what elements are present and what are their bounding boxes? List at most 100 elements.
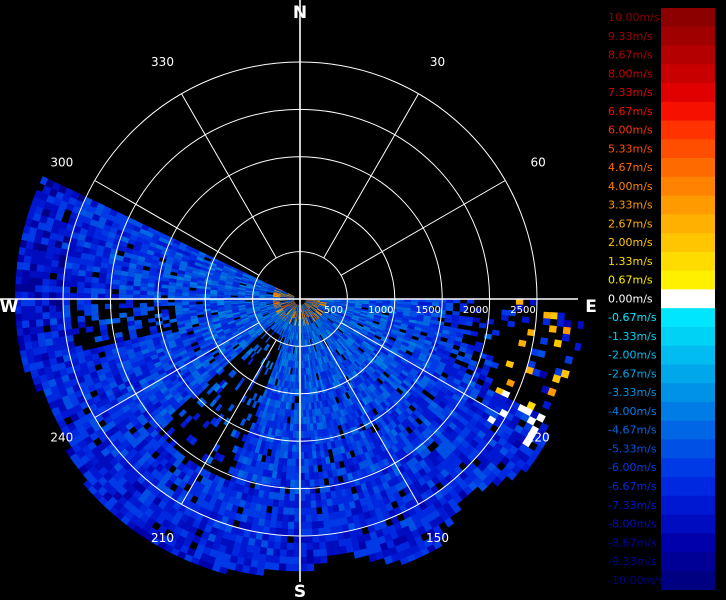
scan-cell (293, 409, 298, 418)
scan-cell (130, 253, 139, 260)
scan-cell (313, 322, 318, 329)
scan-cell (449, 397, 458, 406)
scan-cell (56, 317, 65, 325)
scan-cell (106, 420, 117, 430)
scan-cell (304, 303, 310, 309)
scan-cell (214, 353, 222, 361)
scan-cell (304, 360, 308, 369)
scan-cell (92, 266, 101, 273)
scan-cell (327, 319, 334, 325)
scan-cell (307, 309, 313, 316)
scan-cell (139, 228, 148, 236)
scan-cell (209, 291, 218, 295)
scan-cell (141, 269, 150, 276)
scan-cell (96, 202, 106, 212)
scan-cell (252, 467, 260, 476)
scan-cell (364, 481, 373, 490)
scan-cell (287, 295, 295, 298)
scan-cell (403, 336, 412, 342)
scan-cell (48, 292, 57, 299)
scan-cell (336, 532, 345, 541)
scan-cell (249, 502, 257, 511)
scan-cell (91, 376, 101, 385)
scan-cell (201, 453, 210, 463)
scan-cell (187, 259, 196, 265)
scan-cell (323, 385, 328, 393)
scan-cell (399, 480, 409, 490)
scan-cell (216, 294, 225, 297)
scan-cell (323, 377, 328, 386)
scan-cell (418, 468, 428, 478)
scan-cell (283, 306, 290, 311)
scan-cell (270, 312, 277, 317)
scan-cell (159, 386, 169, 394)
scan-cell (246, 347, 253, 355)
scan-cell (190, 250, 199, 257)
scan-cell (89, 218, 99, 227)
scan-cell (387, 353, 395, 360)
scan-cell (342, 342, 349, 350)
scan-cell (251, 302, 260, 304)
range-label-2000: 2000 (463, 305, 488, 316)
scan-cell (277, 415, 282, 423)
scan-cell (253, 423, 260, 432)
scan-cell (355, 393, 362, 402)
scan-cell (252, 545, 261, 555)
scan-cell (423, 343, 432, 349)
scan-cell (338, 538, 346, 548)
scan-cell (506, 470, 518, 481)
scan-cell (563, 319, 572, 328)
scan-cell (158, 354, 167, 362)
scan-cell (242, 441, 249, 451)
scan-cell (321, 371, 326, 379)
scan-cell (390, 453, 399, 463)
scan-cell (357, 335, 366, 341)
scan-cell (365, 435, 373, 444)
scan-cell (294, 346, 297, 355)
scan-cell (203, 281, 212, 285)
scan-cell (127, 271, 136, 278)
scan-cell (529, 299, 538, 306)
scan-cell (275, 393, 280, 401)
scan-cell (372, 362, 380, 369)
scan-cell (99, 234, 108, 242)
scan-cell (460, 417, 470, 427)
scan-cell (285, 323, 289, 331)
scan-cell (397, 333, 405, 339)
scan-cell (422, 418, 432, 428)
scan-cell (58, 199, 69, 209)
scan-cell (257, 330, 265, 336)
scan-cell (437, 433, 447, 443)
scan-cell (478, 322, 487, 329)
scan-cell (324, 331, 330, 339)
scan-cell (281, 304, 289, 309)
scan-cell (309, 307, 315, 314)
scan-cell (407, 322, 416, 327)
scan-cell (226, 316, 234, 321)
scan-cell (268, 491, 275, 500)
scan-cell (219, 277, 227, 282)
scan-cell (36, 325, 45, 334)
scan-cell (59, 221, 68, 230)
scan-cell (364, 539, 374, 549)
scan-cell (537, 349, 546, 358)
scan-cell (336, 364, 342, 373)
scan-cell (220, 361, 228, 369)
scan-cell (266, 547, 274, 556)
scan-cell (339, 354, 345, 362)
scan-cell (245, 286, 254, 289)
scan-cell (304, 493, 311, 502)
scan-cell (296, 318, 298, 327)
scan-cell (297, 304, 300, 313)
scan-cell (281, 304, 289, 308)
scan-cell (65, 386, 75, 396)
scan-cell (153, 389, 163, 398)
scan-cell (203, 308, 211, 312)
colorbar-swatch (661, 64, 715, 84)
scan-cell (284, 307, 291, 313)
scan-cell (222, 494, 231, 503)
scan-cell (127, 238, 136, 246)
scan-cell (167, 292, 176, 296)
scan-cell (346, 311, 354, 315)
scan-cell (230, 489, 238, 499)
